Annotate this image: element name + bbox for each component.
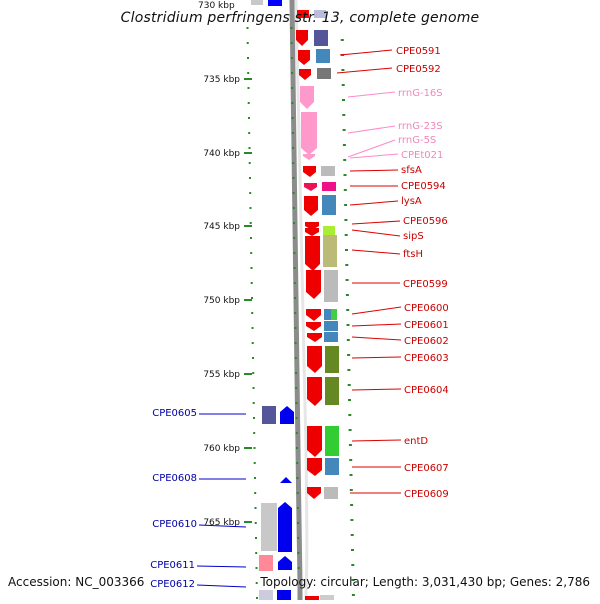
ruler-tick-label: 750 kbp [203, 296, 240, 306]
genome-info-text: Topology: circular; Length: 3,031,430 bp… [260, 575, 590, 589]
gene-label: CPE0592 [396, 64, 441, 75]
gene-arrow [307, 426, 322, 457]
gene-label: CPE0591 [396, 46, 441, 57]
top-partial-features [251, 0, 326, 18]
gene-labels-right: CPE0591 CPE0592 rrnG-16S rrnG-23S rrnG-5… [336, 46, 449, 500]
gene-arrow [298, 50, 310, 65]
gene-label: lysA [401, 196, 422, 207]
ruler-ticks-right [340, 39, 355, 596]
function-boxes-right [314, 30, 339, 600]
genome-backbone [289, 0, 309, 601]
gene-label: CPE0605 [152, 408, 197, 419]
gene-label: CPE0596 [403, 216, 448, 227]
rrna-arrow [303, 154, 315, 160]
ruler: 730 kbp 735 kbp 740 kbp 745 kbp 750 kbp … [198, 1, 252, 528]
gene-label: CPE0594 [401, 181, 446, 192]
gene-label: CPE0603 [404, 353, 449, 364]
gene-arrow [299, 69, 311, 80]
rrna-features [300, 86, 317, 160]
ruler-tick-label: 745 kbp [203, 222, 240, 232]
gene-arrow [280, 406, 294, 424]
gene-label: CPE0609 [404, 489, 449, 500]
gene-label: rrnG-16S [398, 88, 443, 99]
gene-arrow [307, 346, 322, 373]
gene-label: CPE0601 [404, 320, 449, 331]
gene-label: rrnG-5S [398, 135, 436, 146]
gene-arrow [306, 309, 321, 321]
gene-arrow [280, 477, 292, 483]
reverse-strand-features [259, 406, 294, 600]
forward-strand-features [296, 30, 322, 600]
gene-label: CPE0608 [152, 473, 197, 484]
gene-arrow [304, 196, 318, 216]
gene-arrow [307, 333, 322, 342]
gene-label: entD [404, 436, 428, 447]
gene-label: sfsA [401, 165, 422, 176]
gene-arrow [307, 458, 322, 476]
map-title: Clostridium perfringens str. 13, complet… [120, 10, 480, 26]
ruler-tick-label: 735 kbp [203, 75, 240, 85]
gene-label: CPE0610 [152, 519, 197, 530]
gene-arrow [303, 166, 316, 177]
ruler-top-partial-label: 730 kbp [198, 1, 235, 11]
gene-label: ftsH [403, 249, 423, 260]
gene-label: sipS [403, 231, 424, 242]
gene-label: CPE0611 [150, 560, 195, 571]
gene-arrow [278, 556, 292, 570]
gene-arrow [304, 183, 317, 191]
gene-label: CPE0612 [150, 579, 195, 590]
rrna-arrow [300, 86, 314, 109]
gene-arrow [278, 502, 292, 552]
gene-arrow [307, 487, 321, 499]
gene-label: CPEt021 [401, 150, 443, 161]
gene-label: CPE0599 [403, 279, 448, 290]
gene-label: CPE0604 [404, 385, 449, 396]
ruler-tick-label: 760 kbp [203, 444, 240, 454]
gene-labels-left: CPE0605 CPE0608 CPE0610 CPE0611 CPE0612 [150, 408, 247, 590]
gene-label: CPE0602 [404, 336, 449, 347]
rrna-arrow [301, 112, 317, 155]
gene-arrow [307, 377, 322, 406]
accession-text: Accession: NC_003366 [8, 575, 145, 589]
gene-label: CPE0607 [404, 463, 449, 474]
gene-arrow [306, 322, 321, 331]
ruler-tick-label: 755 kbp [203, 370, 240, 380]
gene-label: rrnG-23S [398, 121, 443, 132]
gene-arrow [305, 228, 319, 236]
ruler-ticks-mid [290, 27, 300, 569]
gene-arrow [306, 270, 321, 299]
ruler-ticks-left [246, 27, 258, 599]
gene-arrow [296, 30, 308, 46]
gene-label: CPE0600 [404, 303, 449, 314]
ruler-tick-label: 740 kbp [203, 149, 240, 159]
ruler-tick-label: 765 kbp [203, 518, 240, 528]
gene-arrow [305, 236, 320, 271]
